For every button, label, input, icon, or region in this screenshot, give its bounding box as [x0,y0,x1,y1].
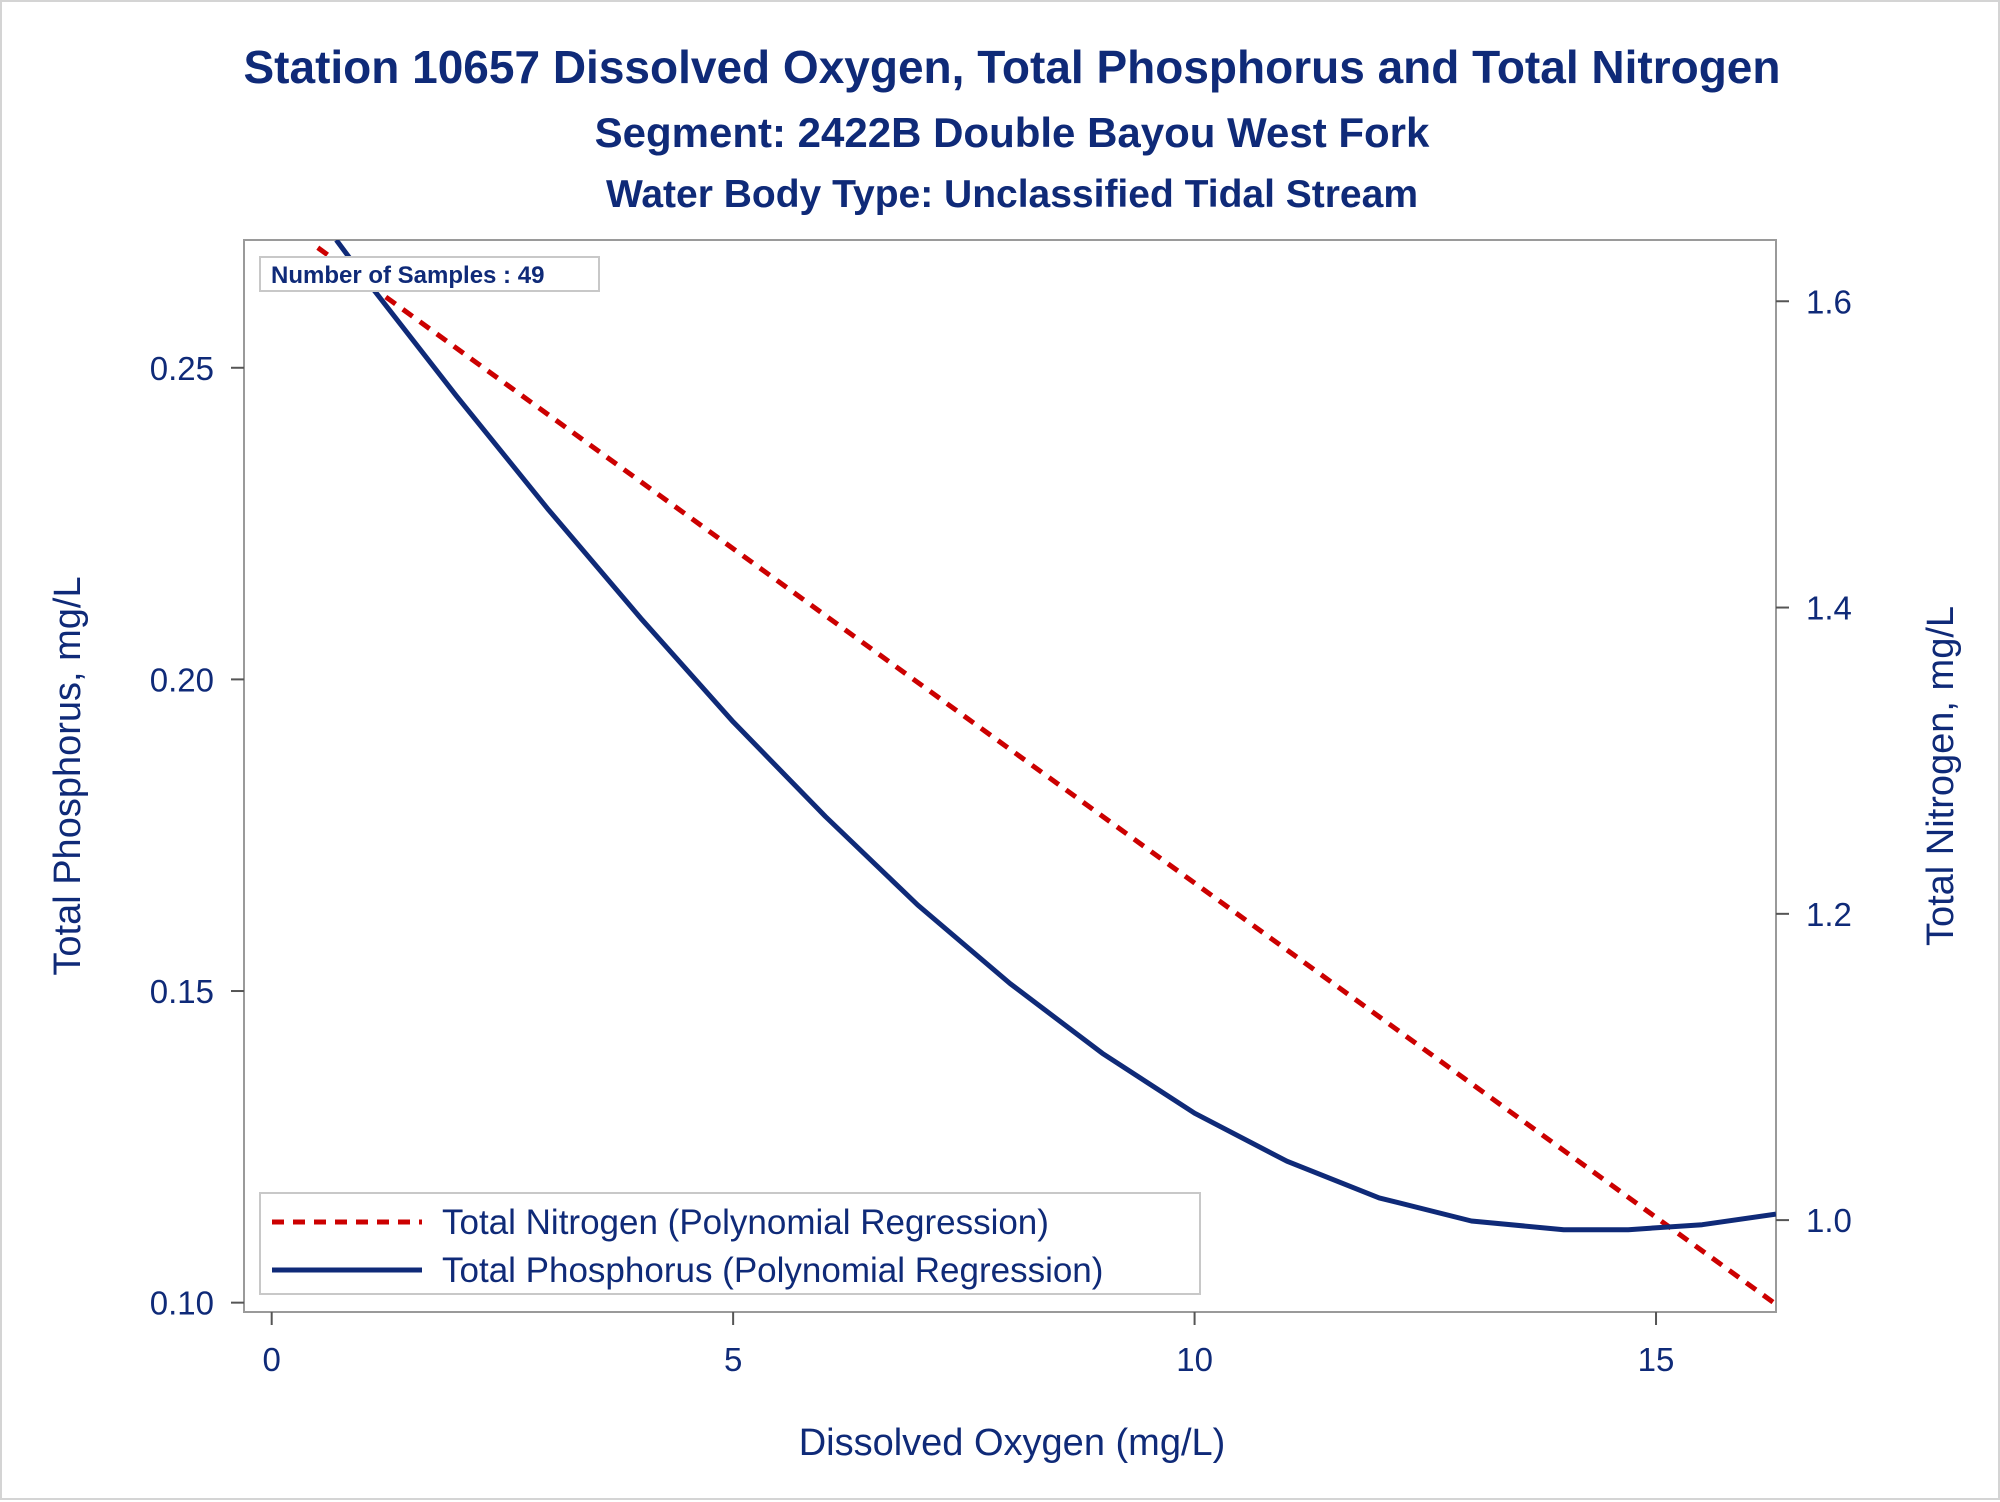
y-axis-right-label: Total Nitrogen, mg/L [1920,606,1962,946]
legend-box [259,1192,1201,1295]
y-left-tick-label: 0.15 [150,973,214,1010]
y-right-tick-label: 1.2 [1806,896,1852,933]
series-layer [316,240,1776,1307]
series-line-phosphorus [334,240,1776,1233]
x-axis-label: Dissolved Oxygen (mg/L) [799,1422,1226,1464]
y-left-tick-label: 0.25 [150,350,214,387]
y-right-tick-label: 1.6 [1806,283,1852,320]
y-right-tick-label: 1.4 [1806,590,1852,627]
chart-title: Station 10657 Dissolved Oxygen, Total Ph… [243,41,1780,93]
y-left-tick-label: 0.20 [150,661,214,698]
x-tick-label: 0 [263,1341,281,1378]
legend-label-phosphorus: Total Phosphorus (Polynomial Regression) [442,1251,1103,1290]
sample-count-box [259,256,600,292]
y-right-tick-label: 1.0 [1806,1202,1852,1239]
chart-subtitle-2: Water Body Type: Unclassified Tidal Stre… [606,173,1418,216]
y-axis-left-label: Total Phosphorus, mg/L [47,576,89,975]
y-axis-right: 1.0 1.2 1.4 1.6 [1776,283,1852,1239]
y-left-tick-label: 0.10 [150,1285,214,1322]
series-line-nitrogen [316,245,1776,1307]
legend-label-nitrogen: Total Nitrogen (Polynomial Regression) [442,1203,1049,1242]
plot-area [243,239,1777,1313]
x-tick-label: 10 [1176,1341,1213,1378]
sample-count-note: Number of Samples : 49 [271,262,544,289]
x-tick-label: 5 [724,1341,742,1378]
y-axis-left: 0.10 0.15 0.20 0.25 [150,350,244,1322]
x-axis: 0 5 10 15 [263,1312,1675,1378]
x-tick-label: 15 [1638,1341,1675,1378]
chart-subtitle: Segment: 2422B Double Bayou West Fork [595,109,1430,156]
